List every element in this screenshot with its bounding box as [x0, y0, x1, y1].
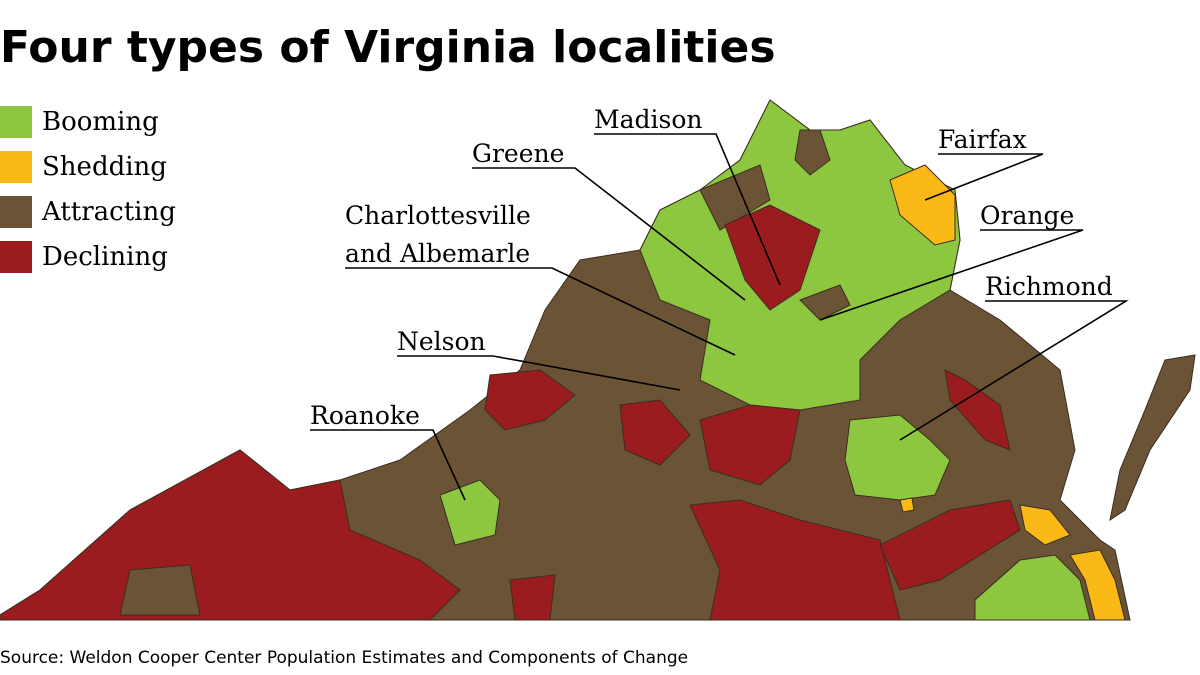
map	[0, 99, 1196, 621]
callout-label: Madison	[594, 105, 702, 134]
legend-swatch	[0, 241, 32, 273]
callout-label: and Albemarle	[345, 239, 530, 268]
legend-swatch	[0, 106, 32, 138]
callout-label: Richmond	[985, 272, 1113, 301]
legend-label: Declining	[42, 242, 168, 272]
legend-swatch	[0, 196, 32, 228]
callout-label: Charlottesville	[345, 201, 531, 230]
legend-label: Shedding	[42, 152, 167, 182]
title: Four types of Virginia localities	[0, 22, 776, 73]
legend-label: Booming	[42, 107, 159, 137]
callout-label: Fairfax	[938, 125, 1027, 154]
callout-label: Nelson	[397, 327, 486, 356]
legend: Booming Shedding Attracting Declining	[0, 106, 176, 273]
callouts: Madison Greene Fairfax Charlottesville and A…	[310, 105, 1113, 430]
callout-label: Orange	[980, 201, 1074, 230]
source: Source: Weldon Cooper Center Population …	[0, 648, 688, 668]
callout-label: Greene	[472, 139, 564, 168]
legend-label: Attracting	[41, 197, 176, 227]
legend-swatch	[0, 151, 32, 183]
callout-lines	[310, 133, 1129, 501]
callout-label: Roanoke	[310, 401, 420, 430]
